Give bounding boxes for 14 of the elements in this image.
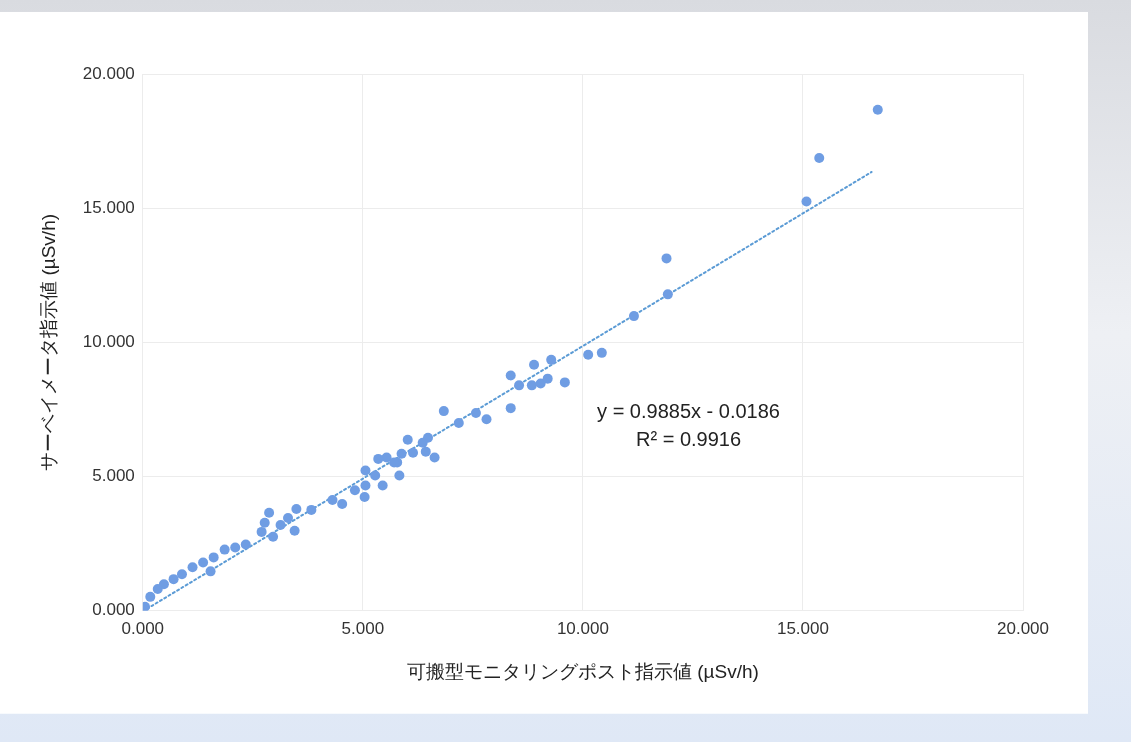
y-tick-label: 10.000 (82, 332, 135, 352)
y-tick-label: 15.000 (82, 197, 135, 217)
x-tick-label: 5.000 (341, 618, 385, 638)
y-tick-label: 0.000 (92, 600, 135, 620)
x-axis-title: 可搬型モニタリングポスト指示値 (µSv/h) (406, 660, 759, 682)
y-tick-label: 20.000 (82, 63, 135, 83)
x-tick-label: 10.000 (556, 618, 609, 638)
x-tick-label: 0.000 (121, 618, 165, 638)
annotation: y = 0.9885x - 0.0186 (597, 399, 780, 422)
x-tick-label: 15.000 (776, 618, 829, 638)
y-axis-title: サーベイメータ指示値 (µSv/h) (37, 213, 59, 471)
y-tick-label: 5.000 (92, 466, 135, 486)
annotation: R² = 0.9916 (635, 427, 742, 450)
x-tick-label: 20.000 (997, 618, 1049, 638)
